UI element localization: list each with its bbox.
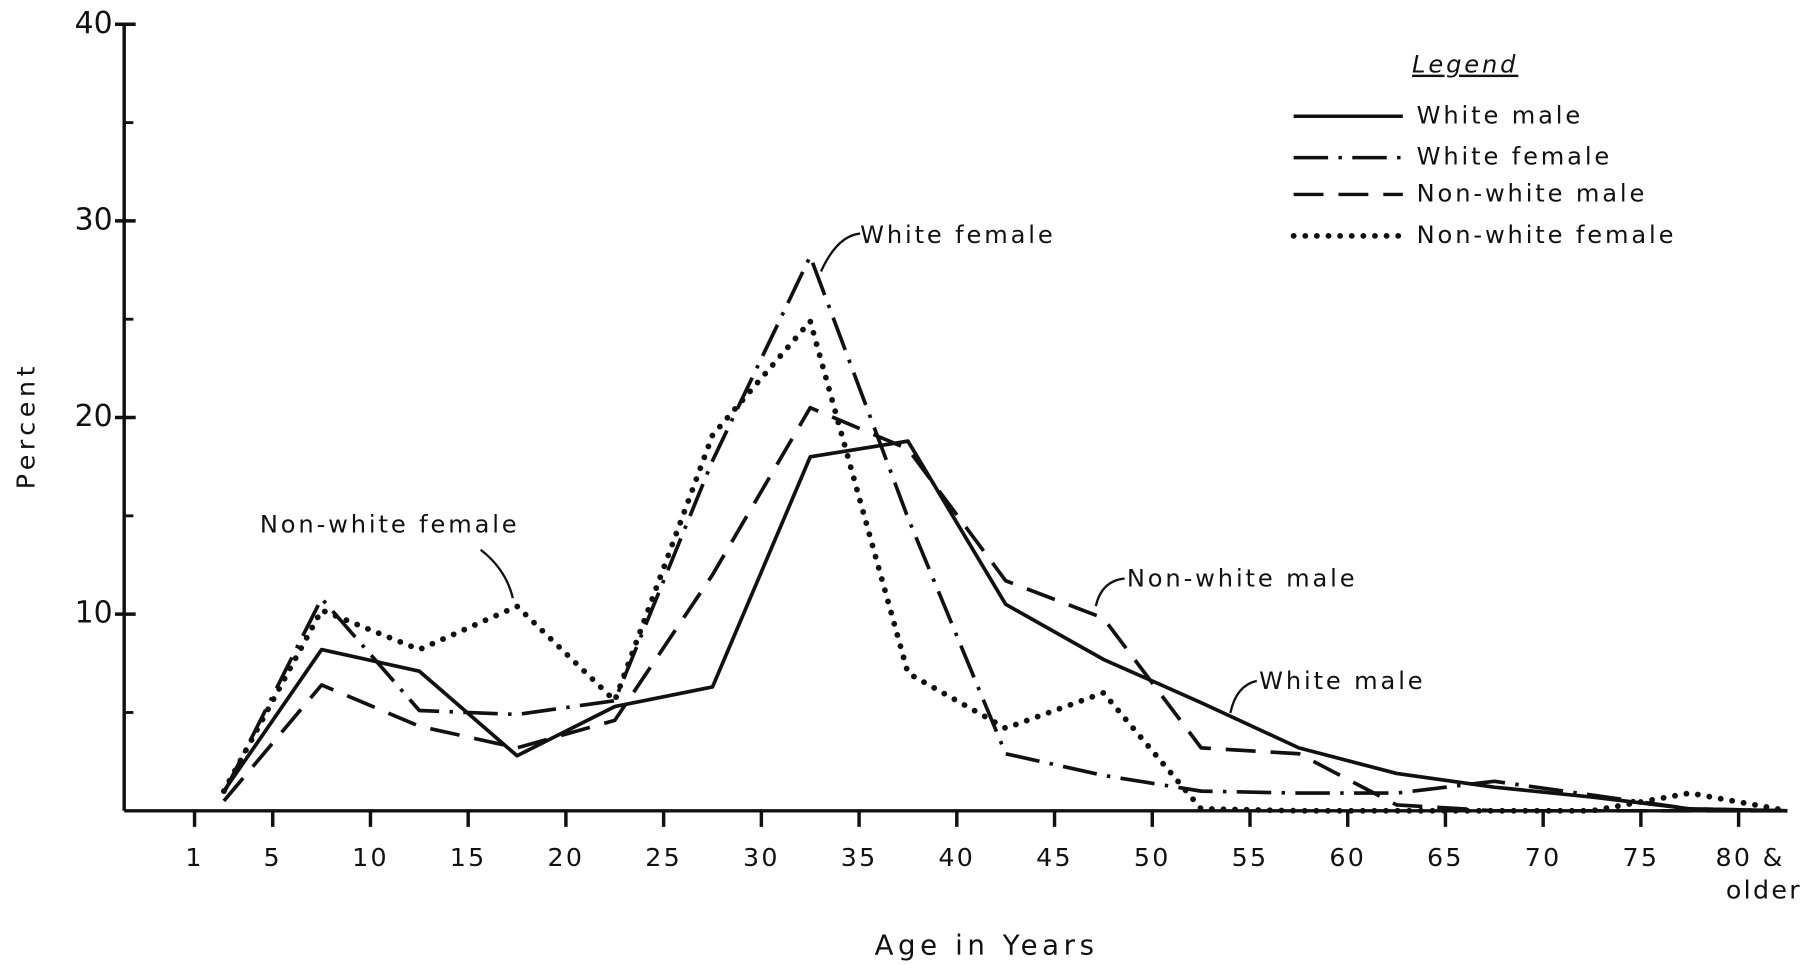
series-line — [222, 254, 1788, 813]
x-tick-label: 80 & older — [1716, 843, 1802, 904]
x-tick-label: 70 — [1525, 843, 1562, 872]
annotation: White female — [860, 221, 1055, 249]
legend-label: White female — [1417, 143, 1612, 171]
series-line — [222, 405, 1788, 813]
y-tick-label: 30 — [75, 202, 113, 237]
annotation: Non-white male — [1127, 565, 1358, 593]
series-line — [220, 318, 1791, 814]
y-tick-label: 40 — [75, 6, 113, 41]
annotation-arrow — [819, 232, 861, 272]
annotation: Non-white female — [260, 511, 520, 539]
x-tick-label: 55 — [1232, 843, 1269, 872]
x-tick-label: 15 — [450, 843, 487, 872]
x-tick-label: 5 — [264, 843, 282, 872]
x-tick-label: 20 — [548, 843, 585, 872]
x-axis-label: Age in Years — [875, 928, 1099, 961]
legend-label: White male — [1417, 101, 1583, 129]
x-tick-label: 35 — [841, 843, 878, 872]
y-tick-label: 10 — [75, 596, 113, 631]
x-tick-label: 40 — [938, 843, 975, 872]
x-tick-label: 1 — [185, 843, 203, 872]
annotation-arrow — [1094, 577, 1125, 607]
legend-label: Non-white male — [1417, 179, 1648, 207]
x-tick-label: 45 — [1036, 843, 1073, 872]
x-tick-label-line: older — [1726, 875, 1802, 904]
x-tick-label: 65 — [1427, 843, 1464, 872]
legend-title: Legend — [1412, 51, 1518, 79]
x-tick-label: 25 — [645, 843, 682, 872]
x-tick-label: 50 — [1134, 843, 1171, 872]
x-tick-label: 10 — [352, 843, 389, 872]
y-tick-label: 20 — [75, 399, 113, 434]
annotation: White male — [1259, 667, 1425, 695]
series-line — [222, 439, 1788, 813]
x-tick-label: 75 — [1622, 843, 1659, 872]
x-tick-label: 60 — [1329, 843, 1366, 872]
y-axis-label: Percent — [12, 362, 41, 489]
annotation-arrow — [479, 548, 514, 599]
x-tick-label-line: 80 & — [1716, 843, 1785, 872]
legend-label: Non-white female — [1417, 221, 1677, 249]
x-tick-label: 30 — [743, 843, 780, 872]
annotation-arrow — [1229, 679, 1258, 714]
